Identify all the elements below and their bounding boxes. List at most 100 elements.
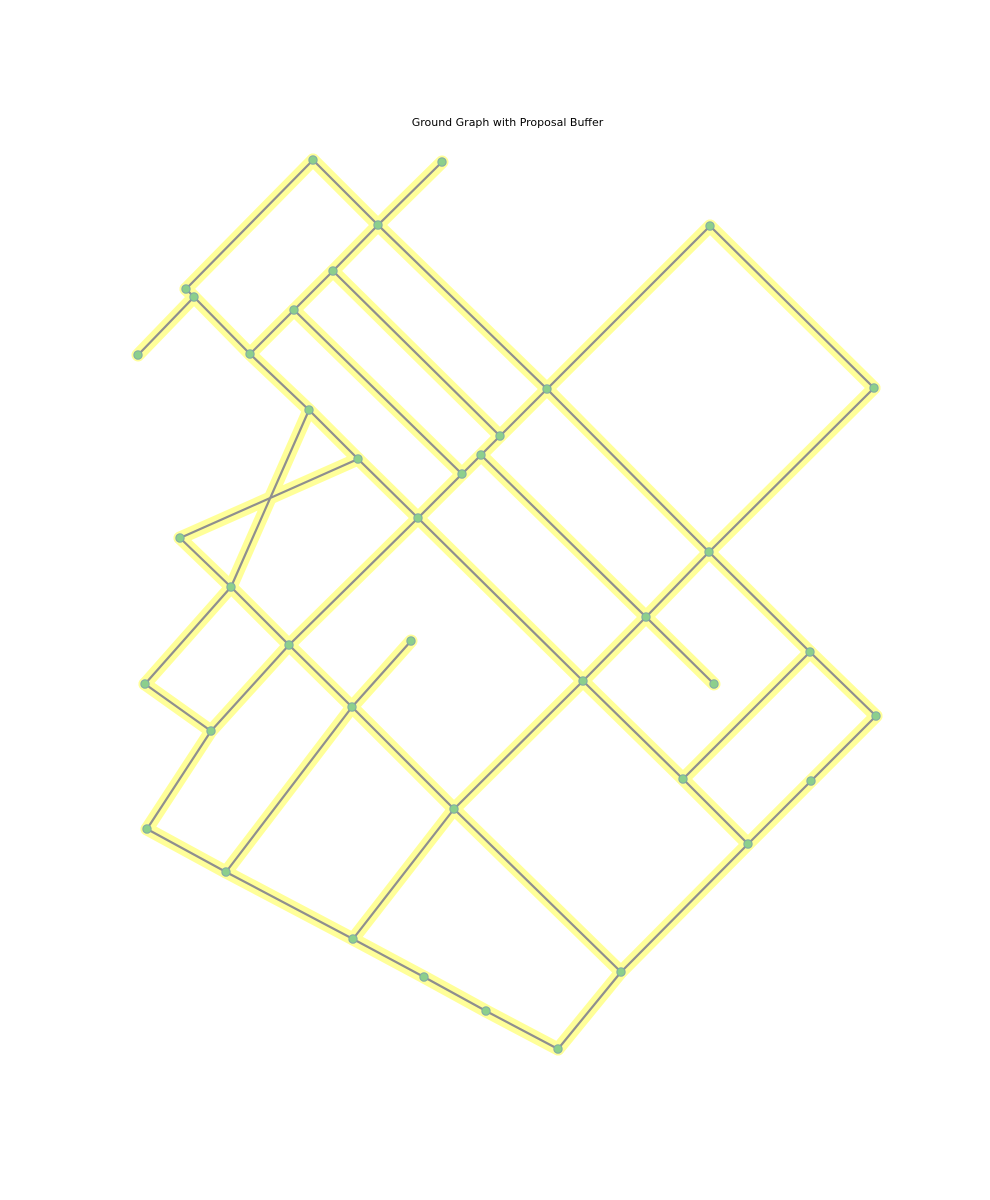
graph-edge [545, 224, 712, 391]
graph-node [476, 450, 486, 460]
graph-node [869, 383, 879, 393]
graph-node [206, 726, 216, 736]
graph-edge [707, 386, 876, 554]
figure-title: Ground Graph with Proposal Buffer [411, 116, 604, 129]
ground-node-layer [133, 155, 881, 1054]
graph-node [457, 469, 467, 479]
graph-node [406, 636, 416, 646]
graph-edge [422, 975, 488, 1013]
graph-edge [192, 295, 252, 356]
graph-edge [746, 779, 813, 846]
graph-edge [351, 937, 426, 979]
graph-node [871, 711, 881, 721]
graph-edge [331, 269, 502, 438]
graph-node [481, 1006, 491, 1016]
graph-edge [707, 550, 812, 654]
graph-node [245, 349, 255, 359]
graph-node [133, 350, 143, 360]
graph-node [175, 533, 185, 543]
graph-edge [452, 807, 623, 974]
graph-node [704, 547, 714, 557]
graph-node [743, 839, 753, 849]
graph-edge [307, 408, 360, 461]
graph-edge [351, 807, 456, 941]
graph-edge [248, 352, 311, 412]
graph-edge [178, 457, 360, 540]
graph-edge [376, 160, 444, 227]
graph-edge [136, 295, 196, 357]
graph-node [347, 702, 357, 712]
graph-node [308, 155, 318, 165]
graph-node [678, 774, 688, 784]
graph-node [495, 431, 505, 441]
graph-edge [350, 639, 413, 709]
graph-node [140, 679, 150, 689]
graph-node [553, 1044, 563, 1054]
graph-edge [224, 705, 354, 874]
graph-edge [556, 970, 623, 1051]
graph-node [709, 679, 719, 689]
graph-edge [145, 827, 228, 874]
graph-node [328, 266, 338, 276]
graph-node [616, 967, 626, 977]
graph-edge [484, 1009, 560, 1051]
graph-edge [143, 682, 213, 733]
graph-edge [248, 308, 296, 356]
graph-node [542, 384, 552, 394]
graph-node [419, 972, 429, 982]
graph-edge [184, 158, 315, 291]
graph-edge [619, 842, 750, 974]
graph-edge [209, 643, 291, 733]
graph-node [284, 640, 294, 650]
graph-edge [708, 224, 876, 390]
graph-node [142, 824, 152, 834]
graph-edge [808, 650, 878, 718]
graph-node [181, 284, 191, 294]
graph-edge [145, 729, 213, 831]
graph-edge [479, 453, 648, 619]
graph-edge [644, 550, 711, 619]
graph-edge [581, 615, 648, 683]
graph-edge [809, 714, 878, 783]
graph-edge [545, 387, 711, 554]
graph-edge [143, 585, 233, 686]
graph-node [805, 647, 815, 657]
ground-edge-layer [136, 158, 878, 1051]
graph-edge [331, 223, 380, 273]
graph-node [373, 220, 383, 230]
graph-node [289, 305, 299, 315]
graph-edge [581, 679, 685, 781]
graph-edge [178, 536, 233, 589]
graph-edge [681, 650, 812, 781]
graph-edge [311, 158, 380, 227]
graph-node [189, 292, 199, 302]
graph-edge [224, 870, 355, 941]
graph-node [348, 934, 358, 944]
graph-edge [229, 585, 291, 647]
graph-node [641, 612, 651, 622]
graph-edge [416, 472, 464, 520]
graph-node [304, 405, 314, 415]
graph-node [705, 221, 715, 231]
graph-edge [644, 615, 716, 686]
graph-node [221, 867, 231, 877]
graph-node [449, 804, 459, 814]
graph-node [578, 676, 588, 686]
graph-edge [416, 516, 585, 683]
graph-node [806, 776, 816, 786]
graph-node [413, 513, 423, 523]
graph-edge [350, 705, 456, 811]
graph-edge [292, 308, 464, 476]
graph-edge [287, 643, 354, 709]
graph-edge [292, 269, 335, 312]
graph-edge [287, 516, 420, 647]
graph-node [437, 157, 447, 167]
graph-edge [356, 457, 420, 520]
graph-node [226, 582, 236, 592]
graph-edge [452, 679, 585, 811]
graph-edge [376, 223, 549, 391]
graph-edge [681, 777, 750, 846]
graph-node [353, 454, 363, 464]
graph-edge [498, 387, 549, 438]
